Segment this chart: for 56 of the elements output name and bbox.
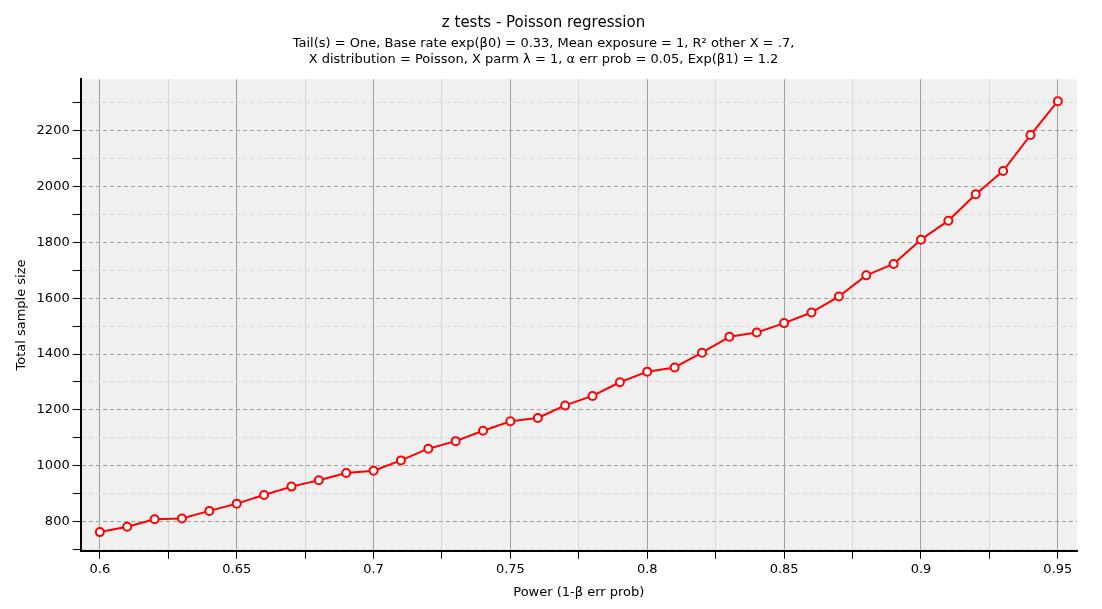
chart-subtitle: Tail(s) = One, Base rate exp(β0) = 0.33, Mean exposure = 1, R² other X = .7, X distribution = Poisson, X parm λ = 1, α err prob = 0.05, Exp(β1) = 1.2 [291, 35, 795, 66]
point [286, 481, 297, 492]
x-tick-label: 0.6 [89, 560, 111, 576]
point [970, 189, 981, 200]
point [149, 514, 160, 525]
point [423, 443, 434, 454]
y-tick-label: 1600 [36, 289, 70, 305]
point [1025, 130, 1036, 141]
point [724, 331, 735, 342]
y-tick-label: 2200 [36, 122, 70, 138]
y-tick-label: 1800 [36, 233, 70, 249]
point [341, 467, 352, 478]
point [806, 307, 817, 318]
y-tick-label: 2000 [36, 178, 70, 194]
point [998, 166, 1009, 177]
point [833, 291, 844, 302]
point [313, 475, 324, 486]
y-axis-title: Total sample size [13, 259, 29, 372]
point [368, 465, 379, 476]
point [505, 416, 516, 427]
y-tick-label: 1400 [36, 345, 70, 361]
point [751, 327, 762, 338]
x-axis-title: Power (1-β err prob) [513, 583, 645, 599]
point [204, 505, 215, 516]
y-tick-label: 1000 [36, 457, 70, 473]
point [697, 347, 708, 358]
point [395, 455, 406, 466]
point [642, 366, 653, 377]
point [532, 412, 543, 423]
point [450, 436, 461, 447]
x-tick-label: 0.75 [495, 560, 525, 576]
point [915, 234, 926, 245]
point [478, 425, 489, 436]
point [888, 258, 899, 269]
point [614, 377, 625, 388]
x-tick-label: 0.85 [769, 560, 799, 576]
y-tick-label: 800 [44, 512, 70, 528]
point [122, 521, 133, 532]
chart-title: z tests - Poisson regression [441, 12, 646, 31]
point [587, 390, 598, 401]
x-tick-label: 0.7 [363, 560, 384, 576]
y-tick-label: 1200 [36, 401, 70, 417]
x-tick-label: 0.9 [910, 560, 932, 576]
x-tick-label: 0.65 [222, 560, 252, 576]
point [1052, 96, 1063, 107]
point [669, 362, 680, 373]
x-tick-label: 0.95 [1043, 560, 1073, 576]
point [94, 527, 105, 538]
point [779, 318, 790, 329]
point [259, 489, 270, 500]
point [176, 513, 187, 524]
point [943, 215, 954, 226]
x-tick-label: 0.8 [636, 560, 658, 576]
point [560, 400, 571, 411]
point [231, 498, 242, 509]
point [861, 270, 872, 281]
